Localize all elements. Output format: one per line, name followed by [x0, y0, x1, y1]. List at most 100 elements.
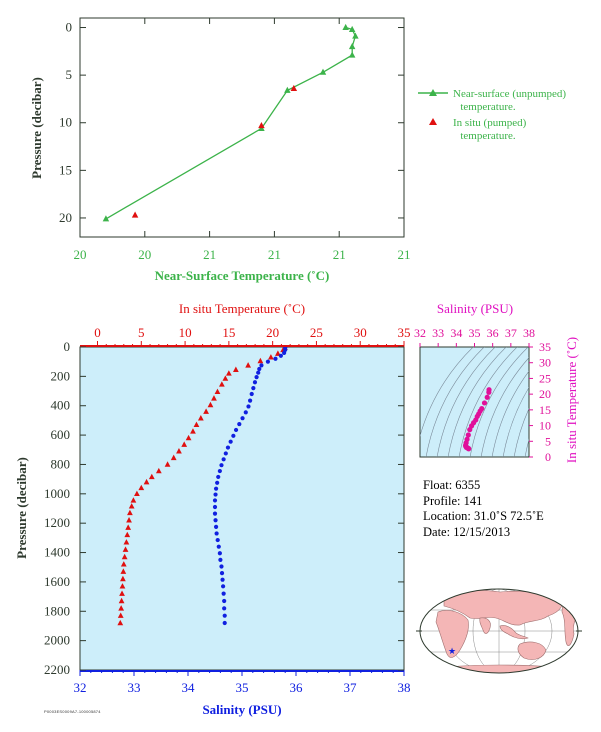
profile-salinity-point — [278, 353, 283, 358]
ts-point — [466, 446, 472, 452]
float-id: Float: 6355 — [423, 478, 481, 492]
profile-salinity-point — [237, 421, 242, 427]
profile-pressure-tick-label: 1800 — [44, 603, 70, 618]
ts-density-contour — [436, 347, 496, 457]
near-surface-y-tick-label: 20 — [59, 210, 72, 225]
in-situ-point — [258, 121, 265, 129]
profile-temperature-point — [143, 478, 150, 485]
profile-temperature-point — [155, 467, 162, 474]
profile-temperature-point — [164, 461, 171, 467]
profile-salinity-tick-label: 32 — [74, 680, 87, 695]
near-surface-x-ticks: 20 20 21 21 21 21 — [74, 18, 411, 262]
near-surface-point — [319, 68, 327, 75]
profile-salinity-point — [212, 498, 218, 503]
map-land-eurasia — [443, 590, 563, 626]
profile-salinity-point — [254, 374, 259, 380]
ts-temperature-tick-label: 0 — [545, 450, 551, 464]
ts-y-label: In situ Temperature (˚C) — [564, 337, 579, 463]
profile-chart: 0 5 10 15 20 25 30 35 32 33 34 35 36 37 38 0 200 400 600… — [14, 301, 411, 717]
profile-temperature-point — [225, 370, 232, 376]
profile-temperature-point — [124, 531, 131, 538]
near-surface-y-tick-label: 15 — [59, 162, 72, 177]
near-surface-point — [348, 51, 356, 58]
profile-salinity-tick-label: 33 — [128, 680, 141, 695]
profile-salinity-tick-label: 35 — [236, 680, 249, 695]
profile-temperature-point — [130, 497, 137, 503]
ts-point — [465, 432, 471, 438]
ts-salinity-tick-label: 34 — [450, 326, 462, 340]
profile-salinity-point — [249, 391, 254, 397]
profile-salinity-tick-label: 38 — [398, 680, 411, 695]
legend-label-in-situ-1: In situ (pumped) — [453, 117, 527, 129]
profile-salinity-tick-label: 36 — [290, 680, 304, 695]
profile-temperature-point — [121, 553, 128, 560]
profile-temperature-point — [127, 509, 133, 516]
profile-temperature-point — [232, 366, 239, 372]
profile-salinity-point — [219, 564, 224, 569]
profile-pressure-ticks: 0 200 400 600 800 1000 1200 1400 1600 1800 2000 220… — [44, 339, 404, 677]
profile-salinity-tick-label: 37 — [344, 680, 358, 695]
near-surface-x-tick-label: 21 — [268, 247, 281, 262]
profile-salinity-point — [282, 350, 287, 355]
profile-salinity-point — [222, 598, 227, 604]
profile-pressure-tick-label: 400 — [51, 398, 71, 413]
profile-salinity-point — [257, 366, 262, 372]
near-surface-legend: Near-surface (unpumped) temperature. In … — [418, 88, 566, 142]
profile-salinity-point — [217, 551, 222, 556]
profile-salinity-tick-label: 34 — [182, 680, 196, 695]
profile-temperature-point — [222, 375, 229, 381]
ts-salinity-tick-label: 35 — [469, 326, 481, 340]
float-location: Location: 31.0˚S 72.5˚E — [423, 509, 544, 523]
profile-salinity-point — [213, 486, 219, 491]
near-surface-point — [342, 23, 349, 31]
ts-temperature-tick-label: 20 — [539, 387, 551, 401]
profile-temperature-point — [148, 473, 155, 480]
profile-number: Profile: 141 — [423, 493, 483, 508]
profile-salinity-point — [243, 410, 248, 415]
profile-temperature-tick-label: 10 — [179, 325, 192, 340]
profile-temperature-point — [193, 421, 200, 428]
profile-salinity-point — [223, 451, 228, 456]
profile-top-axis-label: In situ Temperature (˚C) — [179, 301, 305, 316]
profile-pressure-tick-label: 1600 — [44, 574, 70, 589]
profile-pressure-tick-label: 200 — [51, 368, 71, 383]
map-land-americas-west — [420, 595, 427, 615]
profile-temperature-tick-label: 30 — [354, 325, 367, 340]
profile-temperature-ticks: 0 5 10 15 20 25 30 35 — [80, 325, 411, 347]
profile-salinity-point — [213, 518, 218, 523]
near-surface-y-label: Pressure (decibar) — [29, 77, 44, 179]
ts-temperature-tick-label: 5 — [545, 434, 551, 448]
profile-temperature-point — [190, 428, 196, 434]
ts-density-contour — [480, 357, 529, 457]
legend-marker-in-situ — [429, 118, 437, 125]
near-surface-point — [348, 25, 356, 32]
ts-salinity-tick-label: 32 — [414, 326, 426, 340]
legend-label-in-situ-2: temperature. — [460, 130, 516, 142]
near-surface-point — [284, 86, 291, 93]
map-land-seasia — [499, 625, 529, 640]
ts-density-contour — [425, 347, 485, 457]
ts-point — [481, 400, 488, 406]
profile-temperature-point — [119, 590, 125, 596]
profile-temperature-point — [207, 401, 214, 408]
near-surface-y-tick-label: 0 — [66, 20, 73, 35]
profile-salinity-point — [216, 474, 221, 480]
profile-temperature-point — [203, 408, 209, 414]
profile-temperature-point — [214, 388, 221, 395]
profile-temperature-point — [126, 517, 132, 523]
profile-salinity-point — [240, 416, 245, 421]
profile-temperature-point — [120, 561, 127, 567]
profile-salinity-point — [212, 511, 218, 516]
profile-temperature-point — [125, 524, 132, 530]
profile-salinity-point — [252, 380, 258, 385]
ts-density-contour — [469, 347, 529, 457]
near-surface-x-tick-label: 21 — [398, 247, 411, 262]
profile-series — [117, 347, 288, 626]
profile-pressure-tick-label: 2000 — [44, 633, 70, 648]
profile-salinity-point — [214, 531, 219, 536]
profile-temperature-point — [257, 357, 264, 364]
near-surface-plot-area — [79, 17, 405, 238]
